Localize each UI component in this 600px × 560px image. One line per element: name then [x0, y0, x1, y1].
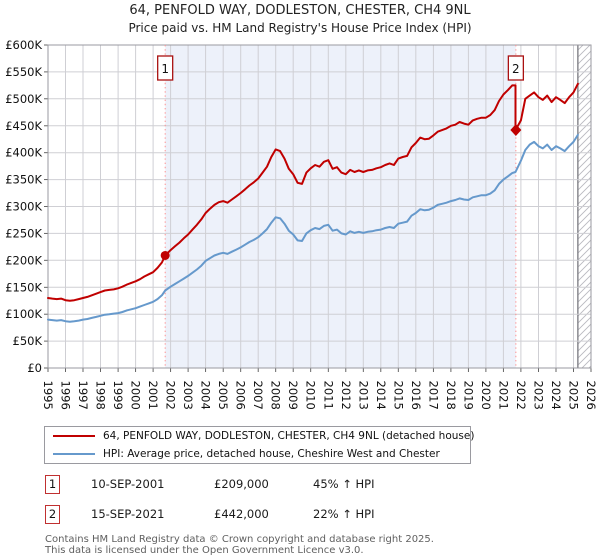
- year-label-2026: 2026: [584, 381, 598, 410]
- year-label-2018: 2018: [444, 381, 458, 410]
- sale-2-price: £442,000: [214, 507, 269, 521]
- legend-item-property: 64, PENFOLD WAY, DODLESTON, CHESTER, CH4…: [45, 429, 474, 444]
- year-label-2003: 2003: [181, 381, 195, 410]
- sale-1-price: £209,000: [214, 477, 269, 491]
- year-label-2004: 2004: [199, 381, 213, 410]
- price-chart: 1995 1996 1997 1998 1999 2000 2001 2002 2003 2004…: [5, 40, 598, 410]
- year-label-2000: 2000: [129, 381, 143, 410]
- price-label-400: £400K: [5, 146, 42, 160]
- sale-2-date: 15-SEP-2021: [91, 507, 165, 521]
- property-price-line: [47, 82, 579, 302]
- year-label-2002: 2002: [164, 381, 178, 410]
- sale-2-vs-hpi: 22% ↑ HPI: [313, 507, 375, 521]
- page-subtitle: Price paid vs. HM Land Registry's House …: [128, 21, 472, 35]
- sale-1-marker: [160, 250, 170, 260]
- sale-2-marker: [510, 124, 522, 137]
- year-label-2014: 2014: [374, 381, 388, 410]
- price-label-250: £250K: [5, 226, 42, 240]
- plot-border: [47, 44, 592, 369]
- price-label-150: £150K: [5, 280, 42, 294]
- year-label-2020: 2020: [479, 381, 493, 410]
- price-label-0: £0: [27, 361, 42, 375]
- hpi-line-swatch: [53, 453, 95, 455]
- year-label-2013: 2013: [356, 381, 370, 410]
- year-label-2007: 2007: [251, 381, 265, 410]
- legend-label-hpi: HPI: Average price, detached house, Ches…: [103, 448, 440, 460]
- year-label-2006: 2006: [234, 381, 248, 410]
- year-label-2017: 2017: [426, 381, 440, 410]
- year-label-2009: 2009: [286, 381, 300, 410]
- year-label-2023: 2023: [532, 381, 546, 410]
- price-label-550: £550K: [5, 65, 42, 79]
- year-label-2010: 2010: [304, 381, 318, 410]
- license-line-2: This data is licensed under the Open Gov…: [45, 545, 364, 556]
- price-label-450: £450K: [5, 119, 42, 133]
- price-label-500: £500K: [5, 92, 42, 106]
- year-label-2011: 2011: [321, 381, 335, 410]
- sale-2-flag-label: 2: [512, 62, 520, 76]
- sale-1-date: 10-SEP-2001: [91, 477, 165, 491]
- year-label-2022: 2022: [514, 381, 528, 410]
- year-label-1996: 1996: [59, 381, 73, 410]
- year-label-1998: 1998: [94, 381, 108, 410]
- price-label-200: £200K: [5, 253, 42, 267]
- sale-row-2: 2 15-SEP-2021 £442,000 22% ↑ HPI: [0, 505, 600, 527]
- sale-1-flag-label: 1: [161, 62, 169, 76]
- price-label-300: £300K: [5, 200, 42, 214]
- price-label-350: £350K: [5, 173, 42, 187]
- year-label-2001: 2001: [146, 381, 160, 410]
- year-label-1999: 1999: [111, 381, 125, 410]
- sale-2-flag: [507, 55, 525, 81]
- page-title: 64, PENFOLD WAY, DODLESTON, CHESTER, CH4…: [129, 3, 471, 18]
- legend-item-hpi: HPI: Average price, detached house, Ches…: [45, 447, 470, 462]
- year-label-2005: 2005: [216, 381, 230, 410]
- year-label-2008: 2008: [269, 381, 283, 410]
- chart-legend: 64, PENFOLD WAY, DODLESTON, CHESTER, CH4…: [44, 426, 474, 464]
- legend-label-property: 64, PENFOLD WAY, DODLESTON, CHESTER, CH4…: [103, 430, 475, 442]
- sale-row-1: 1 10-SEP-2001 £209,000 45% ↑ HPI: [0, 475, 600, 497]
- property-line-swatch: [53, 435, 95, 437]
- sale-1-vs-hpi: 45% ↑ HPI: [313, 477, 375, 491]
- year-label-2025: 2025: [567, 381, 581, 410]
- sale-1-number-badge: 1: [45, 475, 60, 494]
- hpi-line: [47, 133, 579, 323]
- year-label-2021: 2021: [496, 381, 510, 410]
- price-label-100: £100K: [5, 307, 42, 321]
- year-label-2015: 2015: [391, 381, 405, 410]
- sale-1-flag: [157, 55, 174, 81]
- year-label-2012: 2012: [339, 381, 353, 410]
- year-label-2016: 2016: [409, 381, 423, 410]
- price-label-50: £50K: [13, 334, 43, 348]
- license-line-1: Contains HM Land Registry data © Crown c…: [45, 534, 434, 545]
- year-label-1997: 1997: [76, 381, 90, 410]
- year-label-2024: 2024: [549, 381, 563, 410]
- sale-2-number-badge: 2: [45, 505, 60, 524]
- price-label-600: £600K: [5, 40, 42, 52]
- year-label-1995: 1995: [41, 381, 55, 410]
- year-label-2019: 2019: [461, 381, 475, 410]
